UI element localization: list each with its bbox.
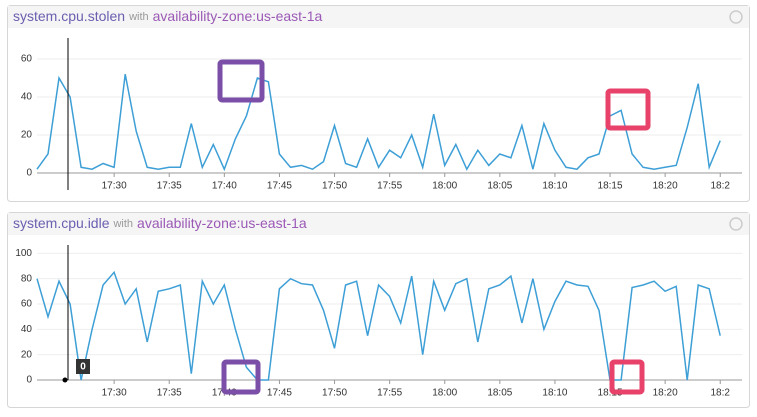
x-tick-label: 18:10 [542,181,567,192]
panel-border [7,5,750,202]
cursor-dot [62,377,68,383]
y-tick-label: 0 [26,168,32,179]
x-tick-label: 18:15 [598,181,623,192]
x-tick-label: 17:30 [102,388,127,399]
y-tick-label: 60 [21,54,33,65]
panel-header [8,6,749,28]
highlight-box [221,359,261,395]
x-tick-label: 17:40 [212,181,237,192]
x-tick-label: 17:55 [377,181,402,192]
metric-name: system.cpu.stolen [13,8,125,24]
export-icon[interactable] [729,217,743,231]
panel-title: system.cpu.idle with availability-zone:us-… [13,215,307,231]
highlight-box [217,59,265,103]
scope-prefix: with [112,218,133,230]
metric-name: system.cpu.idle [13,215,110,231]
x-tick-label: 17:35 [157,181,182,192]
x-tick-label: 18:00 [432,388,457,399]
annotation-label: 0 [80,362,86,373]
highlight-box [605,88,651,131]
series-line [36,270,721,381]
x-tick-label: 17:55 [377,388,402,399]
x-tick-label: 18:00 [432,181,457,192]
panel-border [7,212,750,408]
highlight-box [609,359,645,395]
y-tick-label: 40 [21,324,33,335]
x-tick-label: 17:45 [267,388,292,399]
panel-title: system.cpu.stolen with availability-zone:u… [13,8,322,24]
x-tick-label: 18:05 [487,181,512,192]
x-tick-label: 18:10 [542,388,567,399]
panel-header [8,213,749,235]
scope-prefix: with [128,11,149,23]
y-tick-label: 60 [21,299,33,310]
x-tick-label: 17:50 [322,388,347,399]
x-tick-label: 18:20 [653,388,678,399]
series-line [36,74,721,172]
x-tick-label: 18:05 [487,388,512,399]
annotation-box [76,359,90,374]
y-tick-label: 40 [21,92,33,103]
x-tick-label: 17:30 [102,181,127,192]
y-tick-label: 0 [26,375,32,386]
y-tick-label: 100 [15,248,32,259]
x-tick-label: 18:2 [711,388,731,399]
x-tick-label: 17:45 [267,181,292,192]
scope: availability-zone:us-east-1a [153,8,323,24]
x-tick-label: 18:20 [653,181,678,192]
x-tick-label: 18:2 [711,181,731,192]
x-tick-label: 18:15 [598,388,623,399]
export-icon[interactable] [729,10,743,24]
scope: availability-zone:us-east-1a [137,215,307,231]
x-tick-label: 17:50 [322,181,347,192]
graph-panel: system.cpu.stolen with availability-zone:u… [7,5,750,202]
graph-panel: system.cpu.idle with availability-zone:us-… [7,212,750,408]
y-tick-label: 80 [21,273,33,284]
y-tick-label: 20 [21,130,33,141]
y-tick-label: 20 [21,349,33,360]
x-tick-label: 17:35 [157,388,182,399]
